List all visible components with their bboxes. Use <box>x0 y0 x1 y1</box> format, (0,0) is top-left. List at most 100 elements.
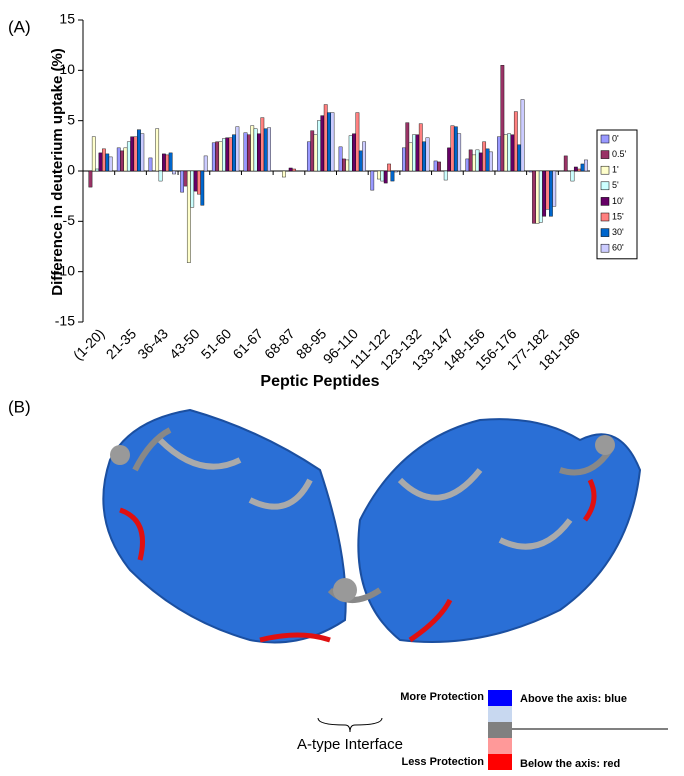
bar <box>225 137 230 172</box>
bar <box>453 126 458 172</box>
bar <box>165 154 170 172</box>
legend-label: 0.5' <box>612 149 627 159</box>
bar <box>215 141 220 172</box>
bar <box>472 154 476 172</box>
bar <box>402 147 406 172</box>
bar <box>246 134 251 172</box>
bar <box>282 170 286 178</box>
protection-key <box>488 690 668 770</box>
bar <box>126 141 131 172</box>
bar <box>123 147 128 172</box>
bar <box>549 170 553 217</box>
bar <box>158 170 163 182</box>
bar <box>393 170 398 173</box>
x-tick-label: 68-87 <box>261 325 298 362</box>
bar <box>573 166 578 172</box>
legend-label: 0' <box>612 133 619 143</box>
bar <box>513 111 518 172</box>
bar <box>320 115 325 172</box>
x-tick-label: 51-60 <box>198 325 235 362</box>
bar <box>500 65 505 172</box>
bar <box>155 128 160 172</box>
bar <box>232 134 236 172</box>
bar <box>425 137 430 172</box>
bar <box>140 133 145 172</box>
legend-swatch <box>600 212 610 222</box>
bar <box>383 170 388 184</box>
bar <box>510 134 515 172</box>
key-label: Less Protection <box>401 756 484 768</box>
y-tick-label: 15 <box>59 11 75 27</box>
bar <box>457 133 462 172</box>
key-label: More Protection <box>400 691 484 703</box>
bar <box>450 125 455 172</box>
bar <box>102 148 106 172</box>
bar <box>263 128 268 172</box>
bar <box>377 170 381 180</box>
bar <box>408 142 413 172</box>
bar <box>203 155 208 172</box>
bar <box>517 144 522 172</box>
legend-label: 1' <box>612 165 619 175</box>
bar <box>345 159 350 172</box>
y-axis-label: Difference in deuterium uptake (%) <box>49 48 66 296</box>
bar <box>362 141 367 172</box>
bar <box>475 149 480 172</box>
protein-structure <box>102 408 642 733</box>
bar <box>542 170 547 217</box>
bar <box>120 150 124 172</box>
bar <box>133 136 138 172</box>
legend-label: 30' <box>612 227 624 237</box>
bar <box>116 147 121 172</box>
y-tick-label: 10 <box>59 61 75 77</box>
bar <box>422 141 427 172</box>
bar <box>387 163 391 172</box>
bar <box>186 170 191 263</box>
bar <box>193 170 198 192</box>
bar <box>200 170 205 206</box>
panel-label: (A) <box>8 17 31 36</box>
bar <box>443 170 448 181</box>
legend-swatch <box>600 228 610 237</box>
bar <box>98 152 103 172</box>
bar <box>503 134 508 172</box>
bar <box>162 153 166 172</box>
bar <box>580 163 585 172</box>
bar <box>317 120 321 172</box>
bar <box>168 152 173 172</box>
y-tick-label: -15 <box>55 313 75 329</box>
bar <box>485 148 490 172</box>
bar <box>497 136 501 172</box>
y-tick-label: 0 <box>67 162 75 178</box>
key-label: Below the axis: red <box>520 758 620 770</box>
bar <box>447 147 451 172</box>
legend-swatch <box>600 181 610 191</box>
bar <box>358 150 363 172</box>
legend-label: 60' <box>612 243 624 253</box>
legend-swatch <box>600 197 610 206</box>
bar <box>520 99 525 172</box>
bar <box>535 170 540 224</box>
bar <box>488 151 493 172</box>
y-tick-label: 5 <box>67 111 75 127</box>
bar <box>243 132 248 172</box>
bar <box>570 170 575 182</box>
panel-label: (B) <box>8 397 31 416</box>
bar <box>190 170 195 208</box>
legend-swatch <box>600 134 610 144</box>
bar <box>352 133 356 172</box>
bar <box>105 153 110 172</box>
bar <box>405 122 410 172</box>
bar <box>137 129 141 172</box>
bar <box>218 141 223 172</box>
bar <box>415 134 420 172</box>
bar <box>91 136 96 172</box>
bar <box>172 170 176 175</box>
bar <box>228 137 233 172</box>
x-tick-label: 61-67 <box>229 325 266 362</box>
bar <box>306 141 311 172</box>
bar <box>222 138 226 172</box>
bar <box>310 130 315 172</box>
bar <box>390 170 395 182</box>
